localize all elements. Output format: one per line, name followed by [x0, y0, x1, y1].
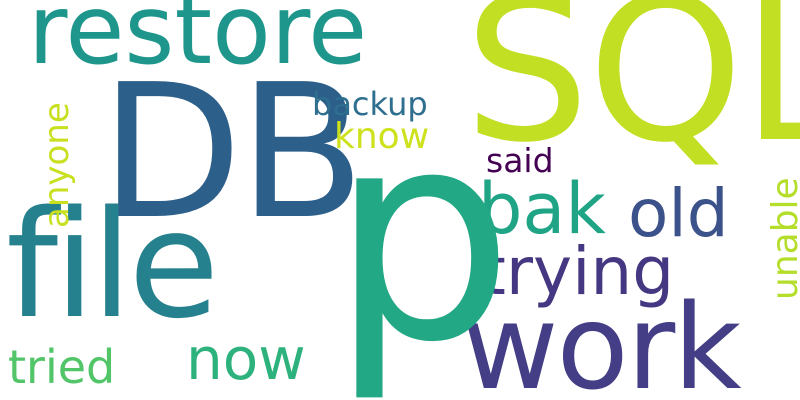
word-backup: backup: [312, 85, 428, 123]
word-now: now: [186, 325, 306, 393]
word-bak: bak: [478, 168, 606, 250]
word-know: know: [334, 116, 430, 157]
word-tried: tried: [8, 340, 116, 394]
word-unable: unable: [765, 177, 800, 300]
word-said: said: [486, 141, 554, 180]
word-p: p: [330, 69, 515, 400]
word-db: DB: [100, 44, 365, 260]
word-old: old: [628, 175, 729, 252]
word-anyone: anyone: [37, 102, 77, 228]
word-work: work: [462, 278, 742, 400]
word-trying: trying: [480, 233, 675, 310]
word-restore: restore: [28, 0, 368, 86]
word-file: file: [6, 179, 219, 351]
word-sql: SQL: [464, 0, 800, 186]
